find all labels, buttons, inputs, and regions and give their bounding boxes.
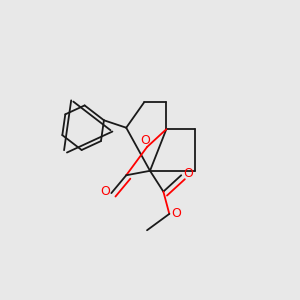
Text: O: O xyxy=(171,207,181,220)
Text: O: O xyxy=(141,134,151,147)
Text: O: O xyxy=(100,185,110,198)
Text: O: O xyxy=(183,167,193,180)
